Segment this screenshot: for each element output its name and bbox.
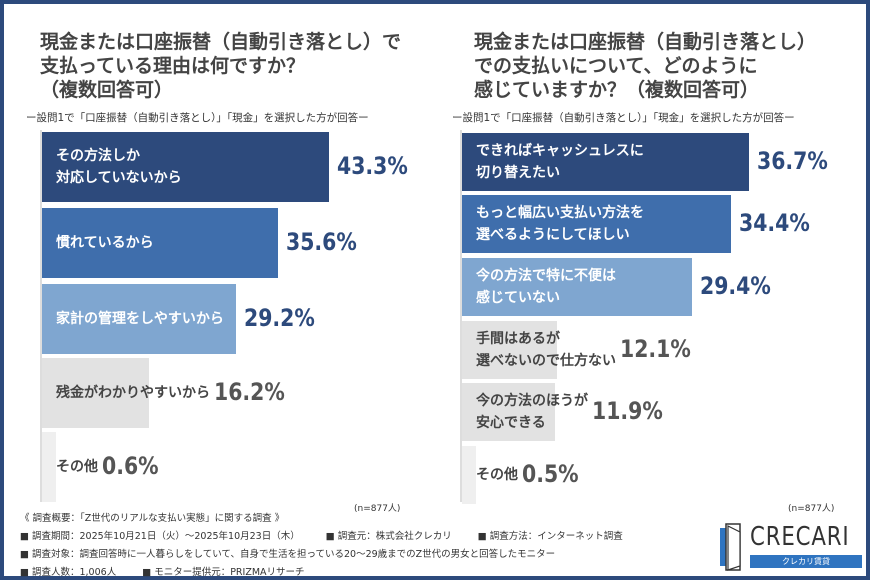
bar-label: 慣れているから xyxy=(56,235,154,251)
left-chart-subtitle: ー設問1で「口座振替（自動引き落とし）」「現金」を選択した方が回答ー xyxy=(26,112,369,124)
left-chart-title: 現金または口座振替（自動引き落とし）で 支払っている理由は何ですか？ （複数回答… xyxy=(40,31,402,101)
bar-value-label: 29.2% xyxy=(243,304,315,332)
bar-value-label: 43.3% xyxy=(337,152,408,180)
left-sample-size: (n=877人) xyxy=(354,504,401,514)
left-axis-line xyxy=(40,130,42,502)
bar-label: 手間はあるが 選べないので仕方ない xyxy=(476,331,616,369)
door-icon xyxy=(720,523,741,571)
bar-2 xyxy=(462,195,731,253)
bar-1 xyxy=(462,133,749,191)
bar-1 xyxy=(42,132,330,202)
bar-label: その他 xyxy=(56,459,98,475)
bar-value-label: 12.1% xyxy=(620,335,691,363)
bar-label: 今の方法で特に不便は 感じていない xyxy=(476,268,616,306)
bar-label: 残金がわかりやすいから xyxy=(56,385,210,401)
bar-4 xyxy=(42,358,150,428)
survey-details-line1: ■ 調査期間：2025年10月21日（火）～2025年10月23日（木） ■ 調査… xyxy=(20,528,649,542)
bar-value-label: 35.6% xyxy=(286,228,357,256)
bar-label: その方法しか 対応していないから xyxy=(56,148,182,186)
right-axis-line xyxy=(460,130,462,502)
survey-source: ■ 調査元：株式会社クレカリ xyxy=(325,531,452,542)
bar-5 xyxy=(462,383,556,441)
survey-count: ■ 調査人数：1,006人 xyxy=(20,567,117,578)
bar-value-label: 0.5% xyxy=(522,460,579,488)
bar-4 xyxy=(462,321,557,379)
bar-value-label: 29.4% xyxy=(699,272,771,300)
bar-value-label: 34.4% xyxy=(739,209,810,237)
bar-value-label: 16.2% xyxy=(214,378,285,406)
survey-period: ■ 調査期間：2025年10月21日（火）～2025年10月23日（木） xyxy=(20,531,300,542)
bar-label: その他 xyxy=(476,467,518,483)
survey-overview: 《 調査概要：「Z世代のリアルな支払い実態」に関する調査 》 xyxy=(20,513,285,524)
bar-label: もっと幅広い支払い方法を 選べるようにしてほしい xyxy=(476,205,644,243)
right-chart-subtitle: ー設問1で「口座振替（自動引き落とし）」「現金」を選択した方が回答ー xyxy=(452,112,795,124)
right-sample-size: (n=877人) xyxy=(788,504,835,514)
logo-tagline: クレカリ賃貸 xyxy=(750,555,862,568)
bar-label: 家計の管理をしやすいから xyxy=(56,311,224,327)
bar-3 xyxy=(42,284,236,354)
bar-label: 今の方法のほうが 安心できる xyxy=(476,393,588,431)
bar-6 xyxy=(462,446,476,504)
survey-method: ■ 調査方法：インターネット調査 xyxy=(477,531,623,542)
bar-value-label: 0.6% xyxy=(102,452,159,480)
bar-label: できればキャッシュレスに 切り替えたい xyxy=(476,143,644,181)
survey-details-line3: ■ 調査人数：1,006人 ■ モニター提供元：PRIZMAリサーチ xyxy=(20,564,331,578)
bar-value-label: 11.9% xyxy=(592,397,663,425)
bar-3 xyxy=(462,258,692,316)
survey-provider: ■ モニター提供元：PRIZMAリサーチ xyxy=(142,567,305,578)
bar-2 xyxy=(42,208,279,278)
bar-5 xyxy=(42,432,56,502)
survey-target: ■ 調査対象：調査回答時に一人暮らしをしていて、自身で生活を担っている20～29… xyxy=(20,549,556,560)
right-chart-title: 現金または口座振替（自動引き落とし） での支払いについて、どのように 感じていま… xyxy=(474,31,817,101)
crecari-logo: CRECARI クレカリ賃貸 xyxy=(720,522,868,572)
bar-value-label: 36.7% xyxy=(756,147,828,175)
logo-wordmark: CRECARI xyxy=(750,522,850,552)
